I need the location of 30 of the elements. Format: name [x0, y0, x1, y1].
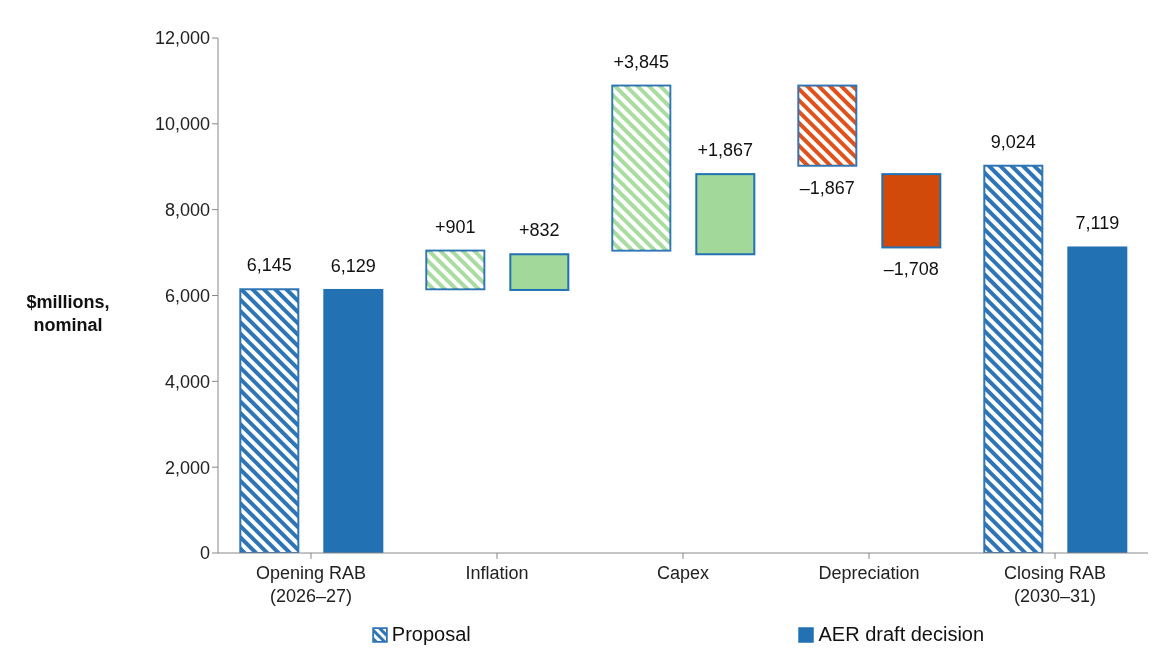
x-tick-label: Inflation	[465, 563, 529, 583]
y-tick-label: 8,000	[164, 200, 210, 221]
y-axis-title: $millions, nominal	[26, 292, 110, 335]
bar	[509, 253, 570, 291]
x-tick-label: Depreciation	[818, 563, 920, 583]
data-label: +901	[435, 216, 476, 237]
y-tick-label: 2,000	[164, 457, 210, 478]
data-label: 6,145	[246, 255, 292, 276]
y-tick-label: 0	[199, 543, 210, 564]
data-label: +3,845	[613, 51, 670, 72]
data-label: 6,129	[330, 255, 376, 276]
y-tick-label: 12,000	[154, 28, 210, 49]
data-label: +1,867	[697, 140, 754, 161]
bar	[881, 173, 942, 249]
y-tick-label: 10,000	[154, 114, 210, 135]
data-label: +832	[519, 220, 560, 241]
legend-label: AER draft decision	[817, 623, 985, 646]
legend-label: Proposal	[390, 623, 471, 646]
bar	[1067, 246, 1128, 553]
data-label: –1,867	[799, 177, 855, 198]
bar	[323, 288, 384, 553]
data-label: 9,024	[990, 131, 1036, 152]
bar	[695, 173, 756, 256]
x-tick-label: Closing RAB (2030–31)	[1003, 563, 1107, 606]
y-tick-label: 4,000	[164, 371, 210, 392]
data-label: –1,708	[883, 259, 939, 280]
y-tick-label: 6,000	[164, 285, 210, 306]
x-tick-label: Opening RAB (2026–27)	[255, 563, 367, 606]
data-label: 7,119	[1075, 213, 1120, 234]
x-tick-label: Capex	[656, 563, 710, 583]
